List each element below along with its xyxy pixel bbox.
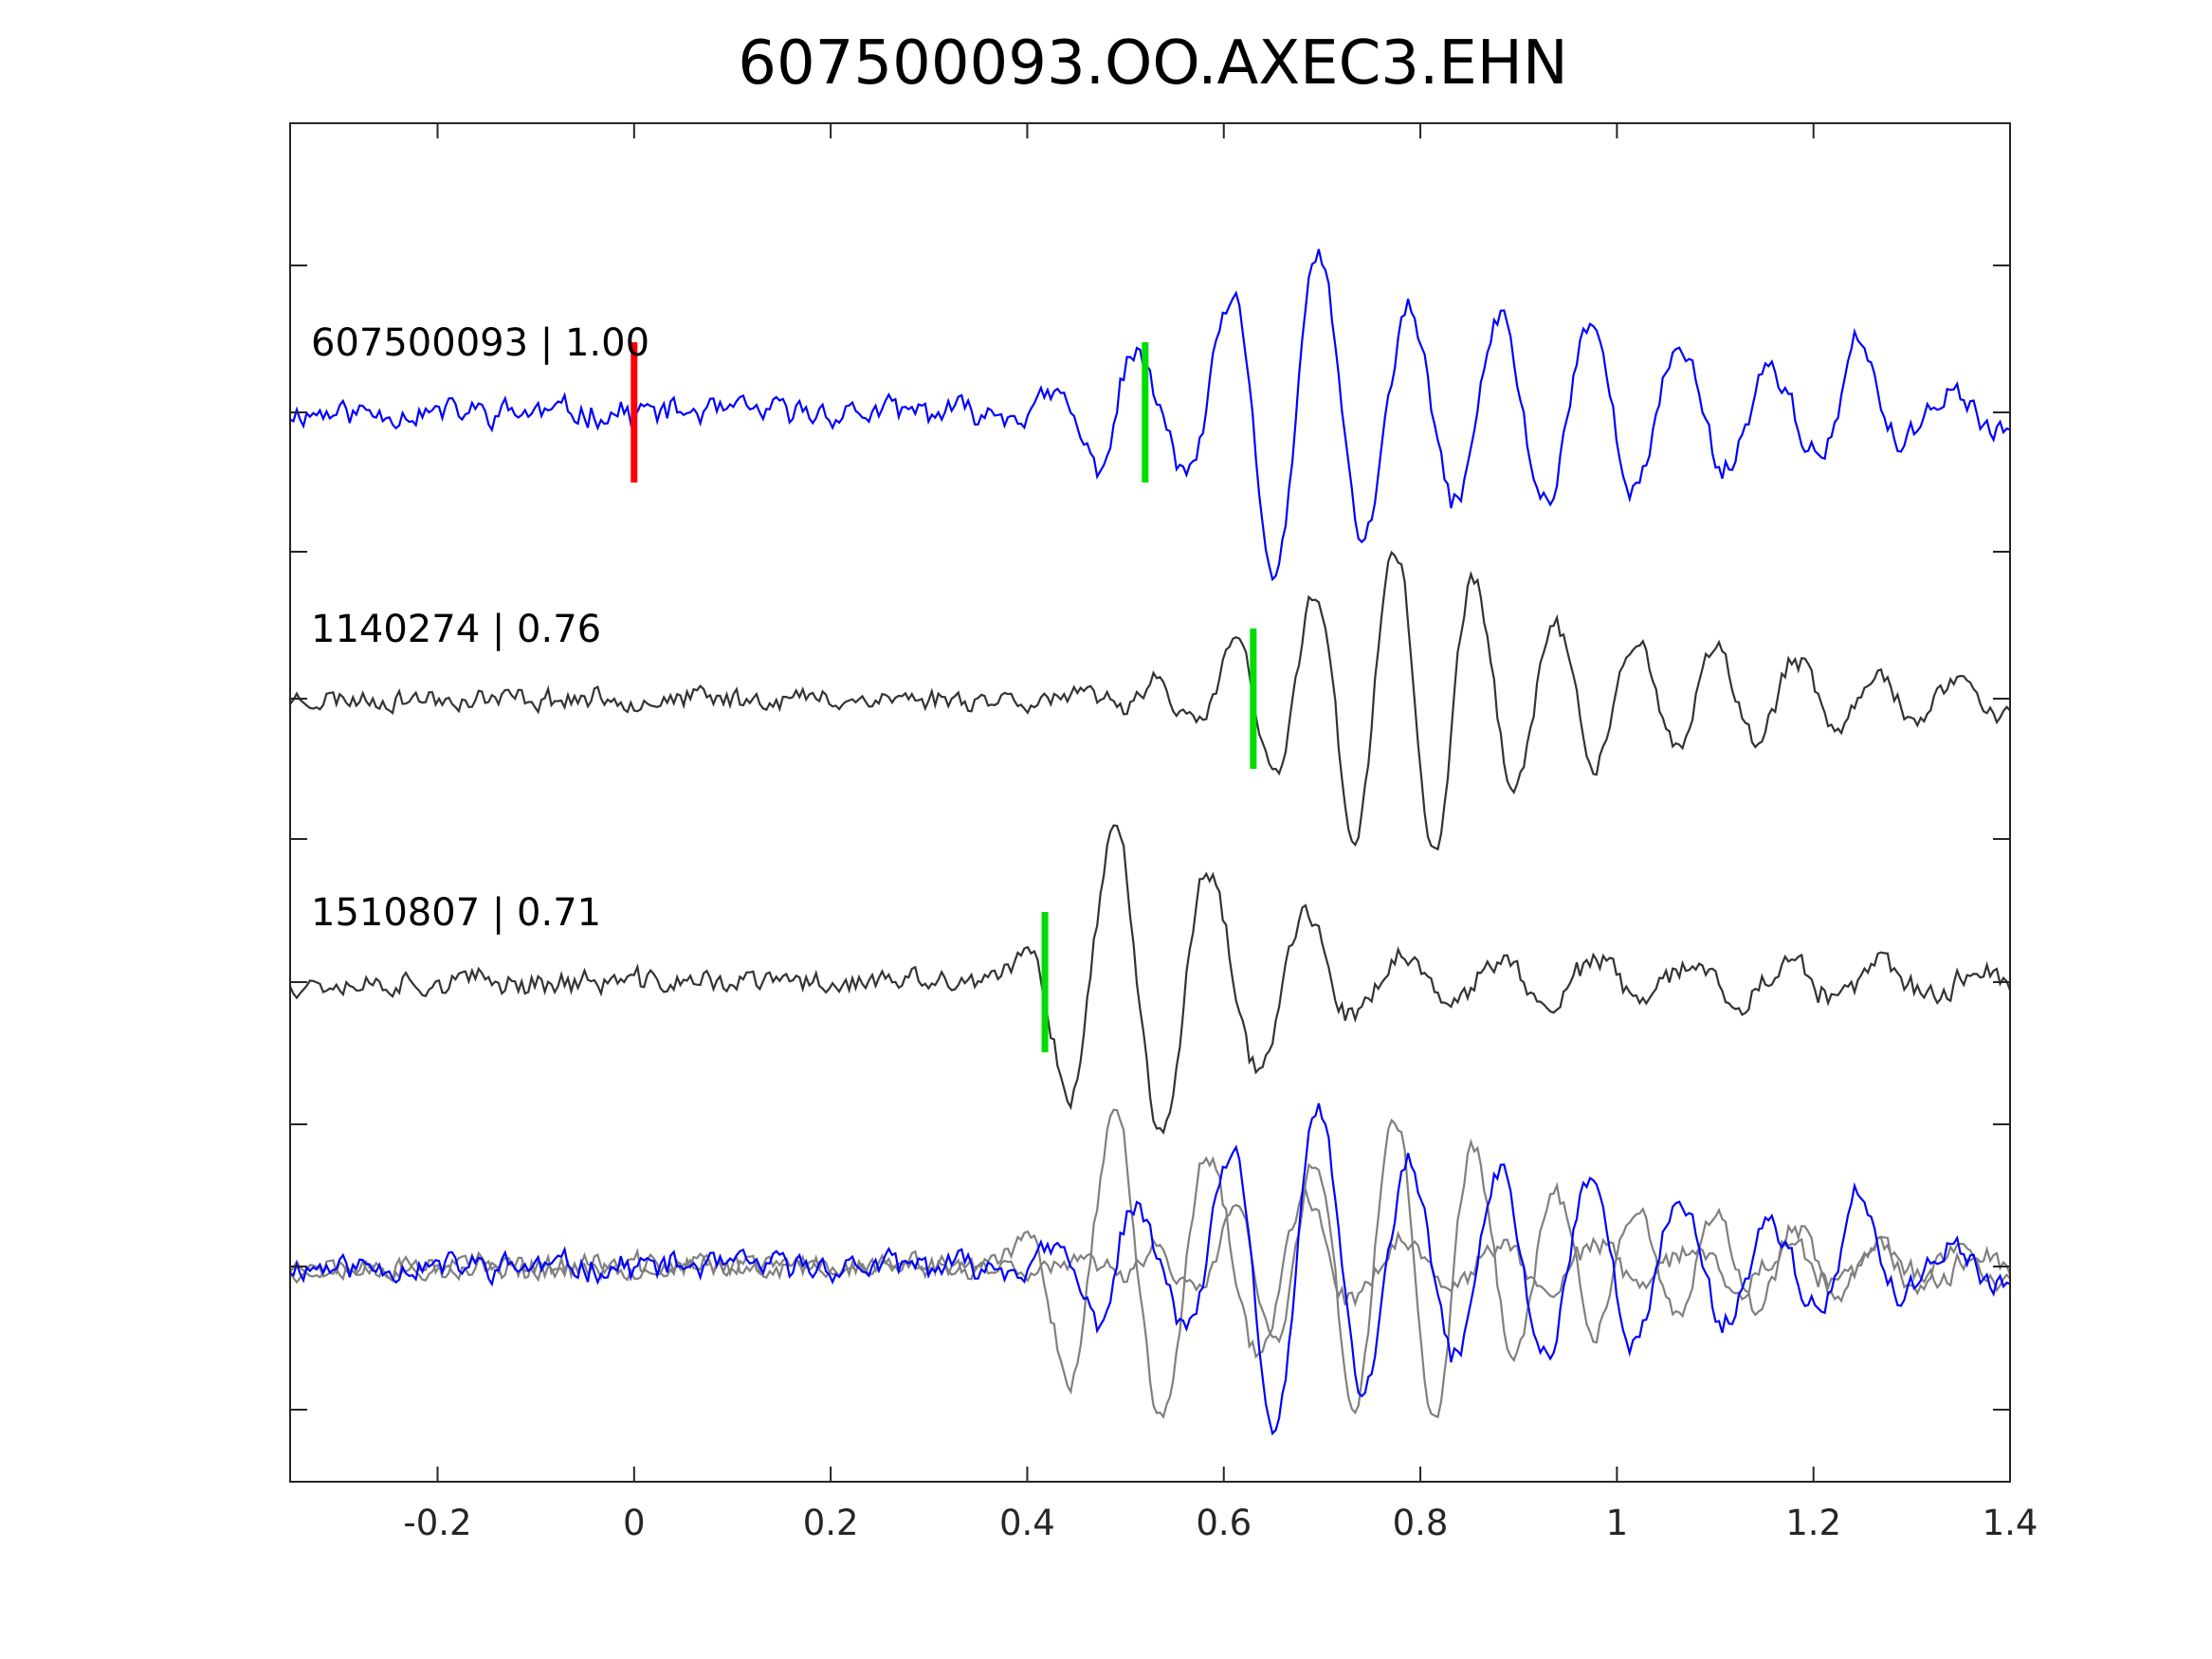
axes-layer: -0.2 0 0.2 0.4 0.6 0.8 1 1.2 1.4	[289, 122, 2038, 1543]
x-tick-label: 1.2	[1785, 1503, 1841, 1543]
traces-layer	[289, 248, 2012, 1436]
trace-label-1140274: 1140274 | 0.76	[311, 608, 601, 651]
x-tick-label: 0.2	[803, 1503, 859, 1543]
markers-layer	[631, 342, 1257, 1052]
trace-1510807	[289, 824, 2012, 1136]
x-tick-label: 1.4	[1983, 1503, 2038, 1543]
overlay-trace-1510807	[289, 1108, 2012, 1420]
x-tick-label: 1	[1606, 1503, 1629, 1543]
x-tick-label: 0	[623, 1503, 646, 1543]
x-tick-label: 0.4	[999, 1503, 1055, 1543]
trace-1140274	[289, 550, 2011, 851]
trace-labels-layer: 607500093 | 1.00 1140274 | 0.76 1510807 | …	[311, 321, 649, 935]
x-tick-label: 0.8	[1393, 1503, 1449, 1543]
plot-area: 607500093 | 1.00 1140274 | 0.76 1510807 | …	[289, 122, 2038, 1543]
trace-label-1510807: 1510807 | 0.71	[311, 891, 601, 935]
trace-label-607500093: 607500093 | 1.00	[311, 321, 649, 365]
overlay-trace-607500093	[289, 1103, 2011, 1436]
x-tick-label: -0.2	[403, 1503, 471, 1543]
chart-title: 607500093.OO.AXEC3.EHN	[738, 28, 1568, 99]
x-tick-label: 0.6	[1196, 1503, 1252, 1543]
trace-607500093	[289, 248, 2011, 582]
axes-box	[289, 122, 2011, 1483]
